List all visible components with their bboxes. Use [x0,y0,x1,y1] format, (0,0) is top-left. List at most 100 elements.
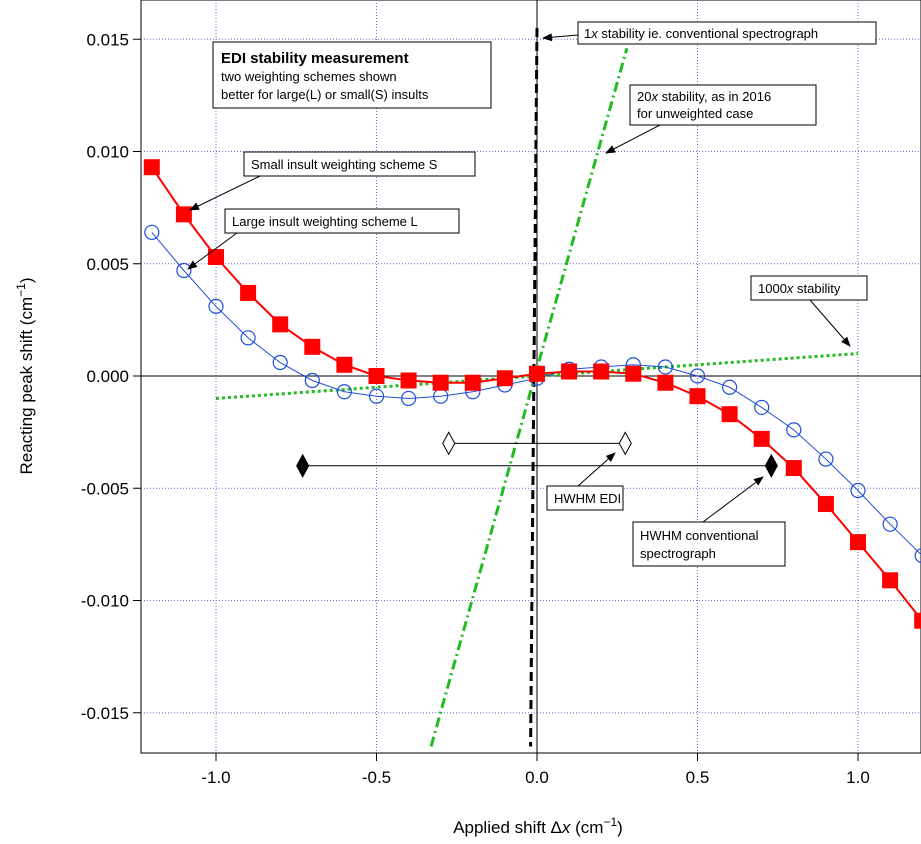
series-S-point [753,430,770,447]
series-L-point [721,379,738,395]
y-tick-label: 0.000 [86,367,129,386]
x-tick-label: -1.0 [201,768,230,787]
title-box-line2: better for large(L) or small(S) insults [221,87,429,102]
series-L-point [850,482,866,499]
title-box-heading: EDI stability measurement [221,50,409,67]
y-tick-label: -0.010 [81,592,129,611]
x-tick-label: 0.0 [525,768,549,787]
hwhm-conv-arrow [702,476,764,523]
series-S-point [882,572,899,589]
series-L-point [401,390,417,407]
series-S-point [817,495,834,512]
1x-label: 1x stability ie. conventional spectrogra… [584,26,818,41]
axis-ticks: -1.0 -0.5 0.0 0.5 1.0 0.015 0.010 0.005 0.000 -0.… [81,30,870,787]
series-S-point [657,374,674,391]
y-tick-label: 0.010 [86,143,129,162]
hwhm-edi-box [546,485,624,511]
1000x-label: 1000x stability [758,281,841,296]
series-L-point [882,516,898,532]
series-S-point [400,372,417,389]
hwhm-conventional-marker [296,453,310,478]
x-tick-label: 1.0 [846,768,870,787]
20x-arrow [605,124,661,154]
series-S-point [304,338,321,355]
series-L-point [208,298,224,315]
series-L-point [689,368,706,384]
series-S-point [496,370,513,387]
reference-line-1x [529,28,539,747]
series-S-point [336,356,353,373]
reference-line-1000x [215,352,859,400]
annotation-small-insult: Small insult weighting scheme S [189,151,476,211]
series-S-point [850,534,866,551]
series-L-point [368,388,385,404]
series-L-point [754,399,770,416]
title-box-frame [212,41,492,109]
series-S-point [175,206,192,223]
series-S-point [785,460,802,477]
series-small-insult [143,159,921,629]
annotation-1x: 1x stability ie. conventional spectrogra… [542,21,877,45]
hwhm-conventional-marker [764,453,778,478]
series-S-point [432,374,449,391]
hwhm-edi-marker [618,431,632,456]
series-S-point [143,159,160,176]
series-S-point [464,374,481,391]
series-L-point [240,330,256,346]
20x-line1: 20x stability, as in 2016 [637,89,771,104]
series-S-point [721,406,738,423]
y-tick-label: 0.005 [86,255,129,274]
annotation-hwhm-edi: HWHM EDI [546,452,624,511]
small-insult-box [243,151,476,177]
series-S-point [914,612,921,629]
1000x-box [750,275,868,301]
hwhm-edi-marker [442,431,456,456]
series-S-point [593,363,610,380]
x-axis-title: Applied shift Δx (cm−1) [453,815,623,837]
hwhm-conv-line2: spectrograph [640,546,716,561]
y-axis-title: Reacting peak shift (cm−1) [14,278,36,475]
1x-box [577,21,877,45]
reference-line-20x [429,47,629,747]
series-L-point [657,359,674,375]
x-tick-label: 0.5 [686,768,710,787]
small-insult-label: Small insult weighting scheme S [251,157,438,172]
series-L-point [144,224,160,240]
annotation-large-insult: Large insult weighting scheme L [187,208,460,270]
series-L-point [914,548,921,564]
hwhm-conv-box [632,521,786,567]
series-S-point [561,363,578,380]
annotation-hwhm-conventional: HWHM conventional spectrograph [632,476,786,567]
large-insult-box [224,208,460,234]
series-S-point [625,365,642,382]
x-tick-label: -0.5 [362,768,391,787]
hwhm-edi-label: HWHM EDI [554,491,621,506]
title-box-line1: two weighting schemes shown [221,69,397,84]
series-L-point [176,262,192,279]
annotation-1000x: 1000x stability [750,275,868,347]
series-L-point [786,422,802,438]
series-S-point [272,316,289,333]
large-insult-label: Large insult weighting scheme L [232,214,418,229]
series-L-point [272,354,288,371]
series-S-point [368,368,385,384]
hwhm-edi-arrow [577,452,616,487]
reference-lines [215,28,859,747]
y-tick-label: -0.015 [81,704,129,723]
small-insult-arrow [189,175,261,211]
1x-arrow [542,33,579,42]
y-tick-label: -0.005 [81,479,129,498]
series-S-point [208,249,224,266]
gridlines [141,0,921,753]
y-tick-label: 0.015 [86,30,129,49]
series-S-point [529,365,545,382]
series-L-point [336,384,352,400]
hwhm-conv-line1: HWHM conventional [640,528,759,543]
20x-line2: for unweighted case [637,106,753,121]
series-L-point [304,372,320,389]
series-S-point [689,388,706,405]
annotation-title-box: EDI stability measurement two weighting … [212,41,492,109]
annotation-20x: 20x stability, as in 2016 for unweighted… [605,84,817,154]
series-S-point [240,284,257,301]
